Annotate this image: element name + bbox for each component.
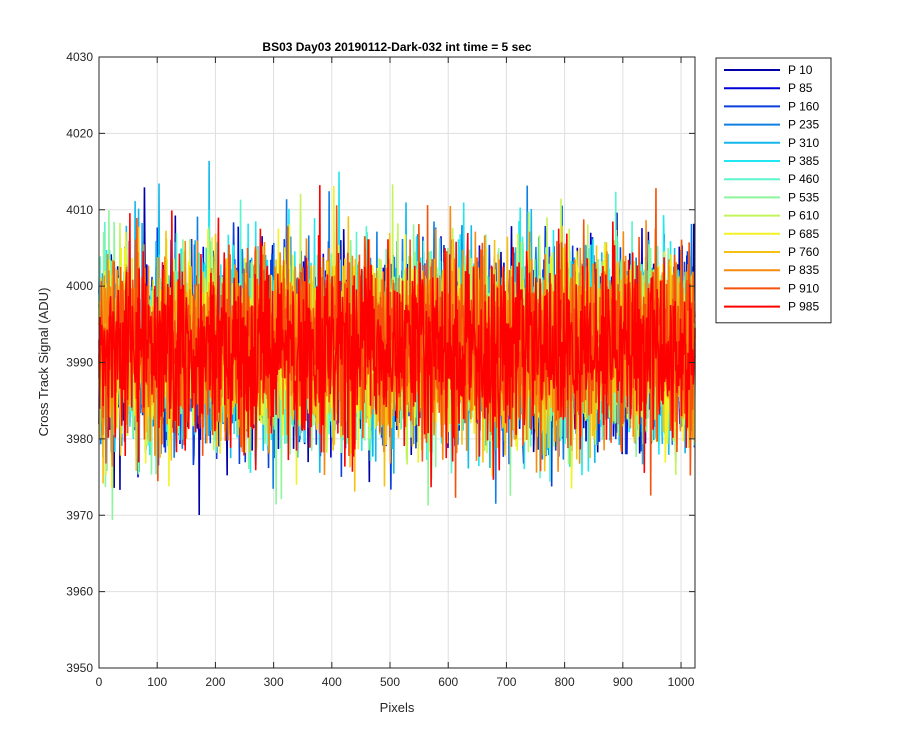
y-tick-label: 3950: [66, 661, 93, 675]
legend-entry-label: P 835: [788, 263, 819, 277]
legend-entry-label: P 910: [788, 281, 819, 295]
legend-entry-label: P 10: [788, 63, 813, 77]
x-tick-label: 400: [322, 675, 342, 689]
legend-entry-label: P 685: [788, 227, 819, 241]
y-axis-label: Cross Track Signal (ADU): [36, 288, 51, 437]
legend-entry-label: P 160: [788, 99, 819, 113]
legend-entry-label: P 85: [788, 81, 813, 95]
x-tick-label: 800: [555, 675, 575, 689]
series-lines: [98, 160, 696, 520]
x-axis-label: Pixels: [380, 700, 415, 715]
legend-entry-label: P 985: [788, 300, 819, 314]
plot-area: 0 100 200 300 400 500 600 700 800 900 1000 3950 3960…: [66, 50, 696, 689]
x-tick-label: 600: [438, 675, 458, 689]
legend-entry-label: P 460: [788, 172, 819, 186]
legend-entry-label: P 385: [788, 154, 819, 168]
x-tick-label: 300: [264, 675, 284, 689]
y-tick-label: 3970: [66, 508, 93, 522]
legend-entry-label: P 610: [788, 209, 819, 223]
y-tick-label: 4010: [66, 203, 93, 217]
legend-entry-label: P 310: [788, 136, 819, 150]
x-tick-label: 100: [147, 675, 167, 689]
legend-entry-label: P 235: [788, 118, 819, 132]
y-tick-label: 4000: [66, 279, 93, 293]
y-tick-label: 3980: [66, 432, 93, 446]
y-tick-label: 3960: [66, 585, 93, 599]
y-tick-label: 4020: [66, 126, 93, 140]
series-line-p985: [98, 185, 696, 488]
x-tick-label: 0: [96, 675, 103, 689]
x-tick-label: 200: [205, 675, 225, 689]
legend-box: [715, 57, 832, 324]
x-tick-label: 1000: [668, 675, 695, 689]
y-tick-label: 3990: [66, 356, 93, 370]
axis-ticks: 0 100 200 300 400 500 600 700 800 900 1000 3950 3960…: [66, 50, 695, 689]
y-tick-label: 4030: [66, 50, 93, 64]
x-tick-label: 700: [496, 675, 516, 689]
x-tick-label: 500: [380, 675, 400, 689]
legend: P 10 P 85 P 160 P 235 P 310 P 385 P 460 P 535 P …: [715, 57, 832, 324]
x-tick-label: 900: [613, 675, 633, 689]
chart-title: BS03 Day03 20190112-Dark-032 int time = …: [262, 40, 532, 54]
legend-entry-label: P 760: [788, 245, 819, 259]
legend-entry-label: P 535: [788, 190, 819, 204]
